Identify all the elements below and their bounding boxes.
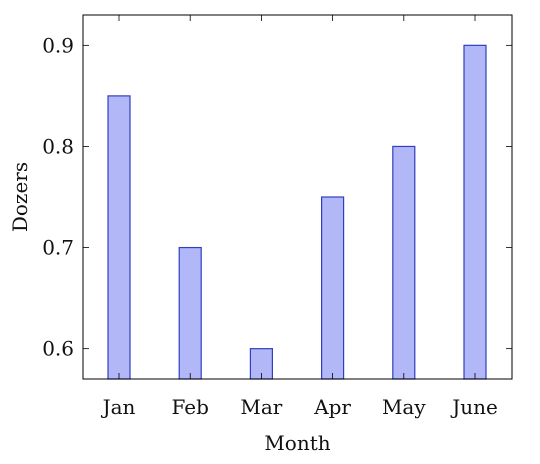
x-tick-label-jan: Jan [101,395,136,419]
bar-may [392,145,416,380]
y-tick-label-3: 0.9 [42,33,74,57]
bar-jan [107,95,131,380]
bar-feb [178,246,202,380]
y-axis-label: Dozers [8,162,32,232]
plot-frame [82,14,513,380]
x-tick-label-apr: Apr [313,395,351,419]
x-tick-label-mar: Mar [240,395,282,419]
y-tick-label-2: 0.8 [42,134,74,158]
x-tick-label-may: May [382,395,426,419]
x-axis-label: Month [264,431,330,455]
y-tick-label-1: 0.7 [42,236,74,260]
y-tick-label-0: 0.6 [42,337,74,361]
bar-june [463,44,487,380]
bar-apr [321,196,345,380]
x-tick-label-june: June [450,395,498,419]
x-tick-label-feb: Feb [171,395,208,419]
ticks-layer [83,15,512,379]
labels-layer: Jan Feb Mar Apr May June 0.6 0.7 0.8 0.9 [42,33,498,419]
bars-layer [107,44,487,380]
